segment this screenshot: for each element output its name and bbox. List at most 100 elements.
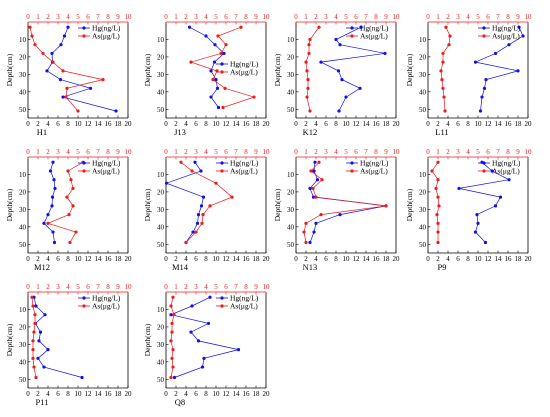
- as-data-point: [71, 204, 75, 208]
- y-tick-label: 30: [419, 206, 427, 214]
- as-data-point: [434, 186, 438, 191]
- hg-data-point: [213, 43, 217, 47]
- top-tick-label: 5: [76, 148, 80, 156]
- bottom-tick-label: 14: [95, 255, 103, 263]
- top-tick-label: 8: [374, 13, 378, 21]
- hg-legend-marker: [82, 26, 86, 30]
- hg-data-point: [196, 339, 201, 343]
- y-axis-label: Depth(cm): [143, 188, 152, 221]
- hg-series-line: [33, 297, 83, 378]
- bottom-tick-label: 20: [263, 255, 271, 263]
- as-data-point: [436, 230, 440, 234]
- top-tick-label: 7: [234, 13, 238, 21]
- bottom-tick-label: 2: [36, 255, 40, 263]
- top-tick-label: 3: [56, 283, 60, 291]
- bottom-tick-label: 12: [85, 255, 93, 263]
- bottom-tick-label: 18: [383, 255, 391, 263]
- as-data-point: [444, 25, 448, 29]
- as-data-point: [447, 43, 451, 47]
- y-tick-label: 50: [287, 106, 295, 114]
- top-tick-label: 8: [106, 13, 110, 21]
- panel-title: H1: [37, 127, 47, 137]
- as-series-line: [189, 26, 256, 108]
- hg-data-point: [308, 186, 312, 191]
- hg-legend-marker: [220, 161, 224, 165]
- as-data-point: [76, 109, 80, 113]
- top-tick-label: 4: [204, 148, 208, 156]
- as-data-point: [436, 221, 440, 225]
- hg-data-point: [313, 160, 317, 164]
- bottom-tick-label: 4: [184, 390, 188, 398]
- as-data-point: [307, 43, 311, 47]
- hg-data-point: [36, 356, 40, 360]
- y-tick-label: 20: [287, 188, 295, 196]
- as-data-point: [308, 37, 312, 42]
- hg-data-point: [45, 69, 49, 73]
- y-tick-label: 10: [157, 171, 165, 179]
- bottom-tick-label: 2: [436, 120, 440, 128]
- as-legend-label: As(μg/L): [92, 167, 120, 176]
- hg-data-point: [359, 25, 363, 29]
- as-data-point: [216, 34, 220, 38]
- bottom-tick-label: 4: [184, 120, 188, 128]
- top-tick-label: 3: [56, 148, 60, 156]
- as-series-line: [31, 297, 37, 378]
- bottom-tick-label: 6: [194, 120, 198, 128]
- bottom-tick-label: 10: [343, 120, 351, 128]
- as-data-point: [170, 321, 174, 326]
- y-tick-label: 50: [19, 241, 27, 249]
- as-legend-marker: [350, 169, 354, 173]
- hg-data-point: [200, 365, 205, 369]
- bottom-tick-label: 2: [174, 255, 178, 263]
- as-legend-label: As(μg/L): [92, 302, 120, 311]
- bottom-tick-label: 6: [194, 390, 198, 398]
- hg-data-point: [42, 221, 46, 225]
- y-tick-label: 40: [419, 223, 427, 231]
- hg-data-point: [236, 348, 241, 352]
- as-data-point: [65, 86, 69, 90]
- y-tick-label: 40: [19, 223, 27, 231]
- bottom-tick-label: 18: [515, 255, 523, 263]
- hg-data-point: [202, 356, 206, 360]
- as-data-point: [314, 195, 318, 199]
- bottom-tick-label: 18: [253, 120, 261, 128]
- top-tick-label: 1: [36, 13, 40, 21]
- bottom-tick-label: 6: [56, 120, 60, 128]
- top-tick-label: 9: [254, 148, 258, 156]
- top-tick-label: 8: [106, 283, 110, 291]
- top-tick-label: 3: [324, 148, 328, 156]
- top-tick-label: 5: [214, 148, 218, 156]
- bottom-tick-label: 12: [353, 255, 361, 263]
- top-tick-label: 2: [184, 148, 188, 156]
- as-data-point: [33, 321, 37, 326]
- bottom-tick-label: 2: [174, 120, 178, 128]
- bottom-tick-label: 12: [223, 120, 231, 128]
- hg-data-point: [516, 69, 520, 73]
- y-tick-label: 10: [157, 36, 165, 44]
- bottom-tick-label: 20: [393, 255, 401, 263]
- hg-data-point: [457, 186, 461, 191]
- as-legend-marker: [482, 34, 486, 38]
- as-legend-marker: [82, 34, 86, 38]
- y-tick-label: 10: [287, 171, 295, 179]
- as-data-point: [34, 375, 38, 380]
- as-data-point: [31, 348, 35, 352]
- top-tick-label: 5: [344, 148, 348, 156]
- top-tick-label: 3: [194, 283, 198, 291]
- as-data-point: [384, 204, 388, 208]
- y-tick-label: 30: [287, 71, 295, 79]
- as-data-point: [31, 304, 35, 308]
- y-tick-label: 30: [19, 71, 27, 79]
- top-tick-label: 1: [174, 13, 178, 21]
- panel-title: N13: [303, 262, 318, 272]
- bottom-tick-label: 16: [105, 120, 113, 128]
- as-data-point: [170, 330, 174, 334]
- bottom-tick-label: 16: [505, 120, 513, 128]
- hg-data-point: [50, 51, 54, 56]
- as-data-point: [65, 195, 69, 199]
- hg-data-point: [46, 348, 50, 352]
- as-data-point: [68, 240, 72, 245]
- as-series-line: [305, 26, 320, 112]
- top-tick-label: 8: [244, 148, 248, 156]
- bottom-tick-label: 8: [334, 120, 338, 128]
